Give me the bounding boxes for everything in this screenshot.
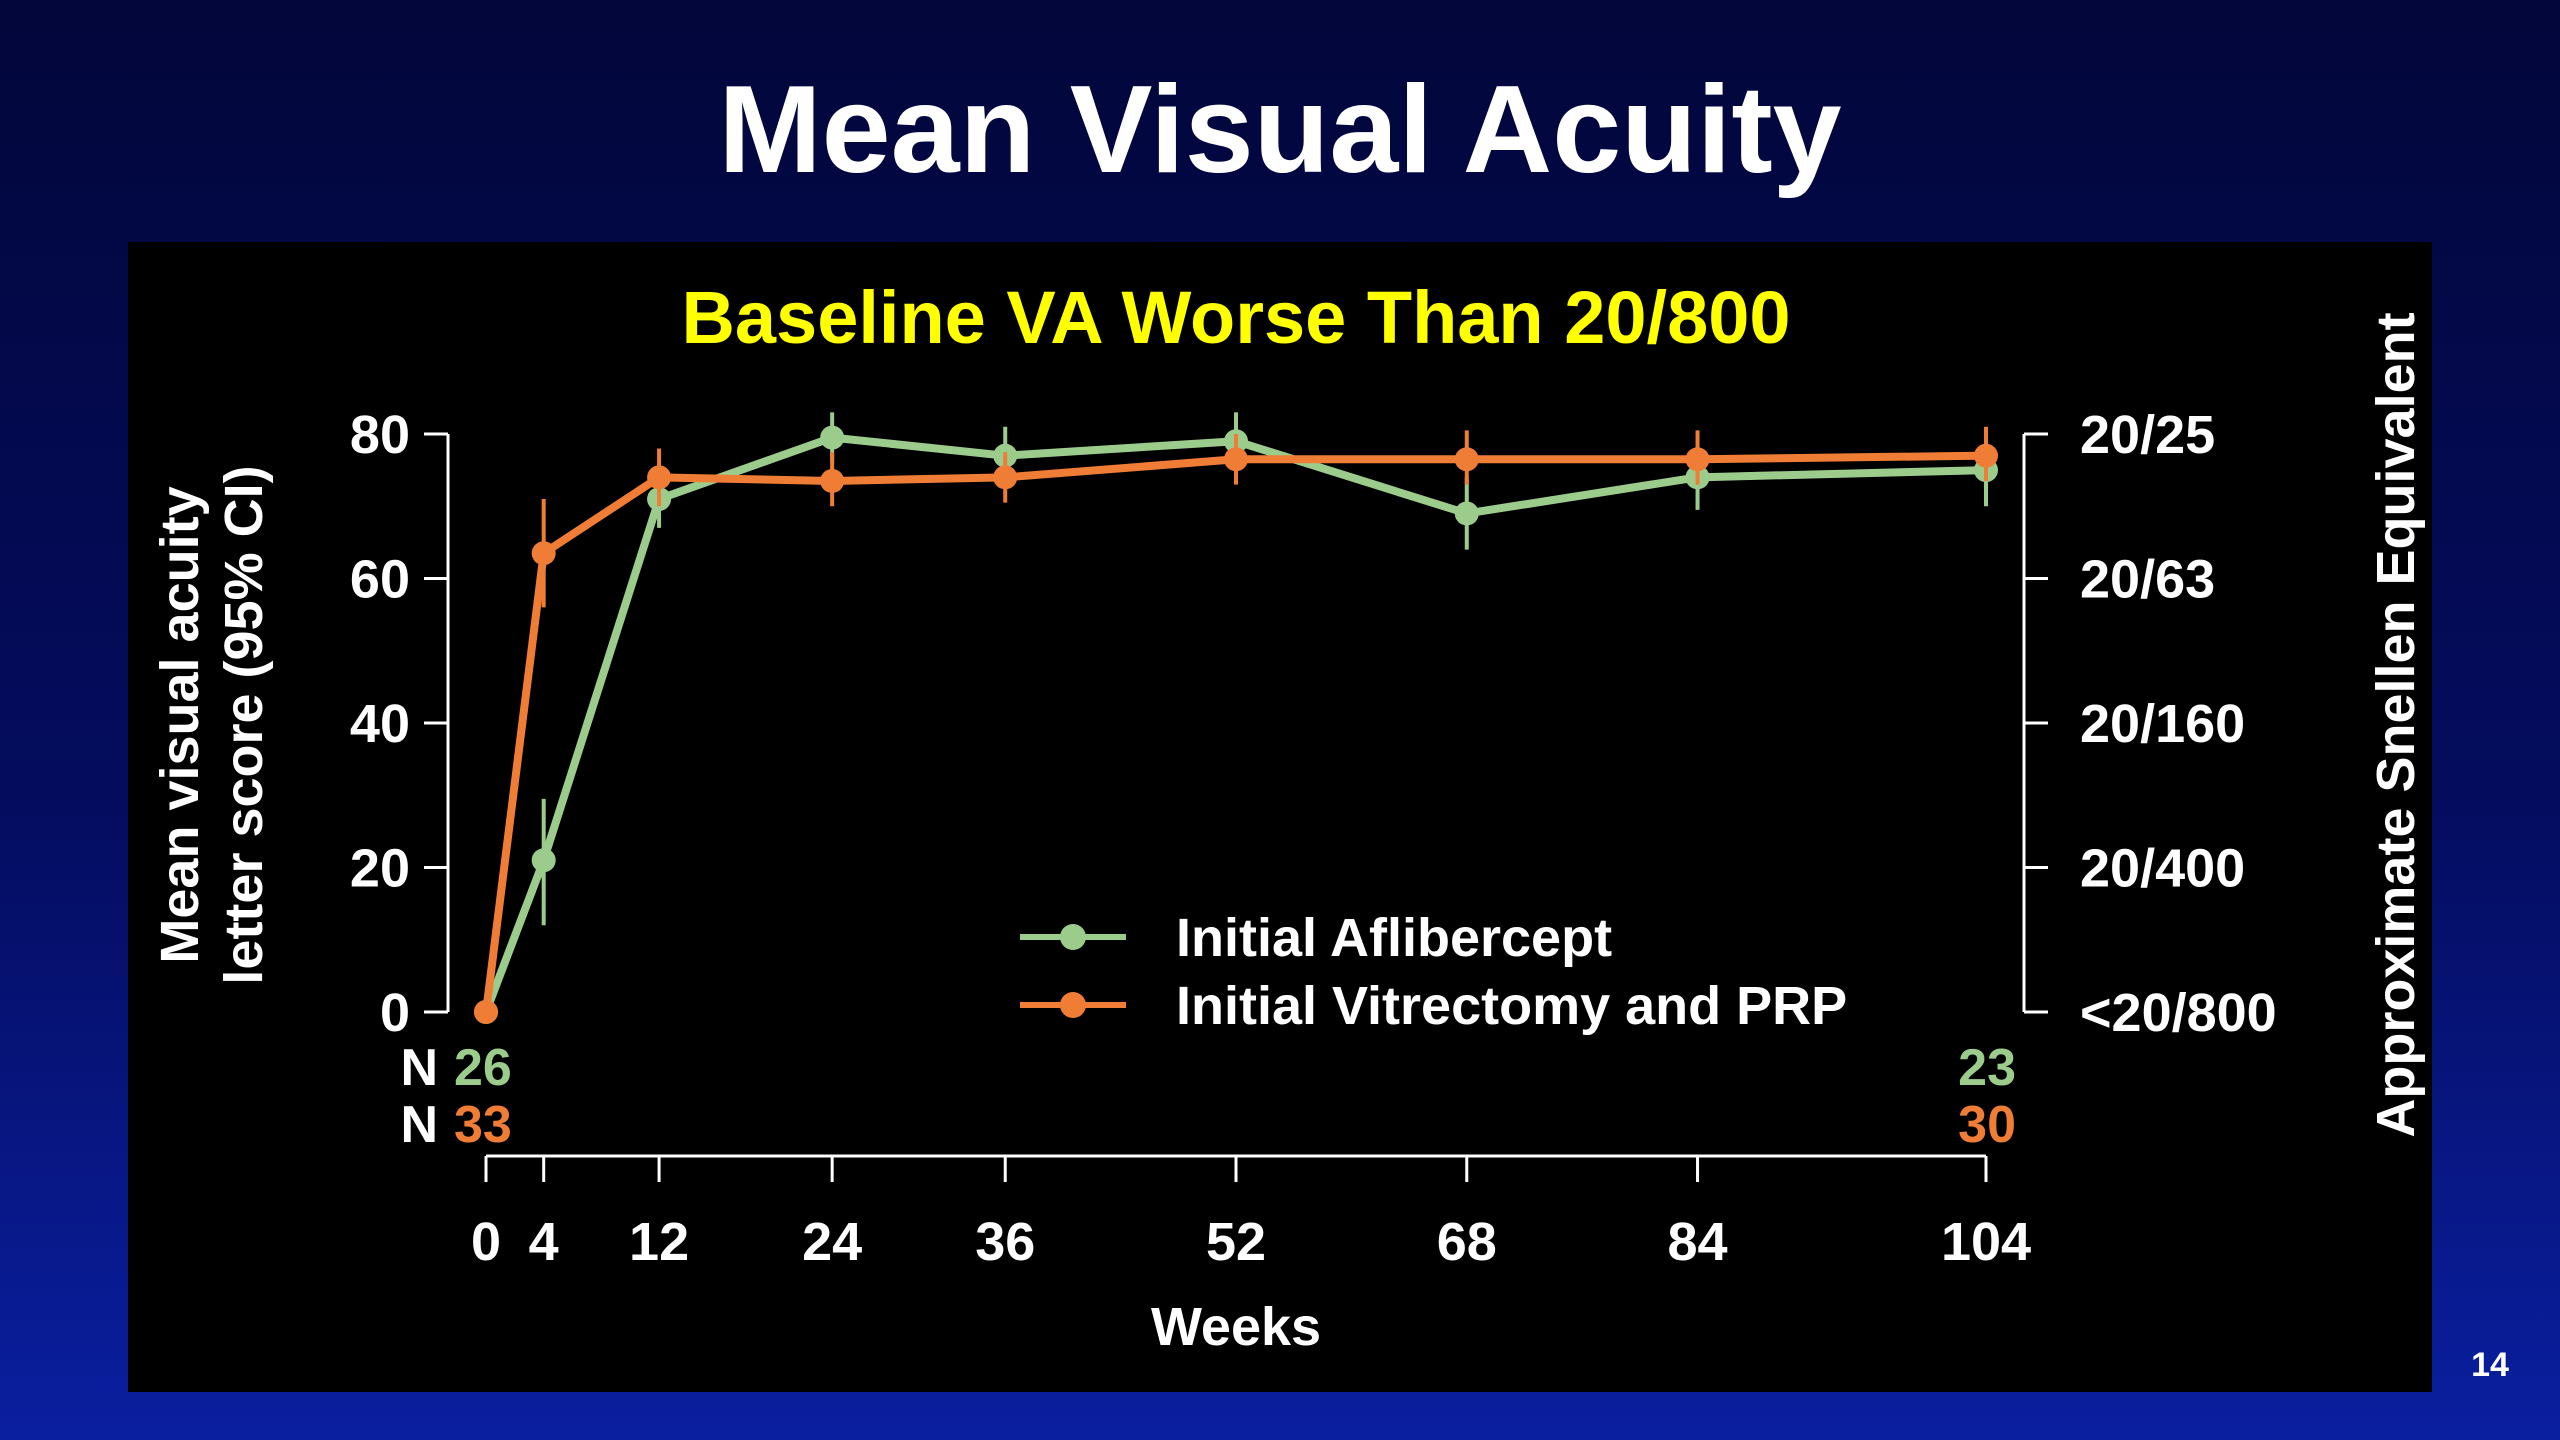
y2-tick-label: <20/800	[2080, 983, 2277, 1043]
y2-tick-label: 20/25	[2080, 405, 2215, 465]
legend-swatch-marker	[1060, 992, 1086, 1018]
y-axis-title-line1: Mean visual acuity	[150, 486, 210, 963]
y-axis-title-line2: letter score (95% CI)	[214, 465, 274, 984]
data-point	[820, 425, 845, 450]
y2-tick-label: 20/63	[2080, 550, 2215, 610]
data-point	[647, 465, 672, 490]
n-first-value: 26	[454, 1039, 512, 1097]
x-tick-label: 4	[529, 1212, 559, 1272]
slide-title: Mean Visual Acuity	[718, 61, 1842, 199]
n-last-value: 23	[1958, 1039, 2016, 1097]
y-tick-label: 80	[350, 405, 410, 465]
data-point	[820, 468, 845, 493]
data-point	[531, 848, 556, 873]
series-2	[474, 426, 1998, 1024]
legend-swatch-marker	[1060, 924, 1086, 950]
y2-tick-label: 20/400	[2080, 839, 2245, 899]
chart-subtitle: Baseline VA Worse Than 20/800	[681, 276, 1790, 359]
legend-label: Initial Aflibercept	[1176, 908, 1612, 968]
x-axis-title: Weeks	[1151, 1297, 1321, 1357]
x-tick-label: 24	[802, 1212, 862, 1272]
x-tick-label: 12	[629, 1212, 689, 1272]
y-tick-label: 20	[350, 839, 410, 899]
legend: Initial Aflibercept Initial Vitrectomy an…	[1020, 908, 1847, 1036]
data-point	[1224, 447, 1248, 472]
y2-tick-label: 20/160	[2080, 694, 2245, 754]
legend-item-2: Initial Vitrectomy and PRP	[1020, 976, 1847, 1036]
data-point	[474, 1000, 498, 1024]
data-point	[1454, 501, 1479, 526]
series-layer	[474, 412, 1998, 1024]
page-number: 14	[2471, 1346, 2509, 1384]
x-tick-label: 36	[975, 1212, 1035, 1272]
data-point	[1685, 447, 1710, 472]
data-point	[993, 465, 1018, 490]
x-tick-label: 104	[1941, 1212, 2031, 1272]
y-tick-label: 60	[350, 550, 410, 610]
data-point	[531, 541, 556, 566]
n-row-2: N 33 30	[400, 1096, 2016, 1154]
n-table: N 26 23 N 33 30	[400, 1039, 2016, 1154]
n-first-value: 33	[454, 1096, 512, 1154]
legend-label: Initial Vitrectomy and PRP	[1176, 976, 1847, 1036]
n-label: N	[400, 1096, 438, 1154]
x-tick-label: 84	[1667, 1212, 1727, 1272]
legend-item-1: Initial Aflibercept	[1020, 908, 1612, 968]
x-tick-label: 68	[1437, 1212, 1497, 1272]
y2-axis-title: Approximate Snellen Equivalent	[2366, 312, 2426, 1137]
y-tick-label: 40	[350, 694, 410, 754]
n-label: N	[400, 1039, 438, 1097]
n-row-1: N 26 23	[400, 1039, 2016, 1097]
data-point	[1454, 447, 1479, 472]
y-tick-label: 0	[380, 983, 410, 1043]
n-last-value: 30	[1958, 1096, 2016, 1154]
x-tick-label: 0	[471, 1212, 501, 1272]
x-tick-label: 52	[1206, 1212, 1266, 1272]
data-point	[1974, 443, 1998, 468]
